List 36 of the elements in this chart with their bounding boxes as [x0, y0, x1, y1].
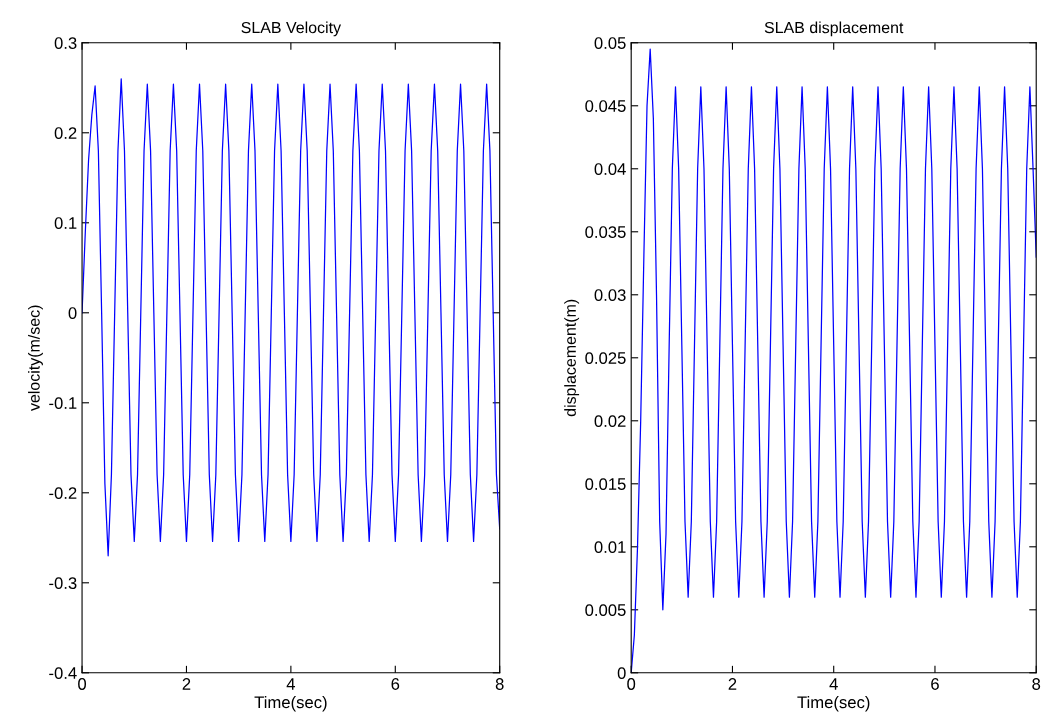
x-tick-label: 2	[728, 678, 737, 690]
y-tick-label: 0	[617, 667, 626, 679]
y-tick-label: 0.035	[585, 226, 626, 238]
y-tick-label: 0.025	[585, 352, 626, 364]
y-tick-label: 0.1	[54, 217, 77, 229]
y-tick-label: 0.02	[594, 415, 626, 427]
y-tick-label: 0.015	[585, 478, 626, 490]
y-tick-label: -0.1	[49, 397, 77, 409]
y-tick-label: 0.03	[594, 289, 626, 301]
x-tick-label: 0	[627, 678, 636, 690]
x-tick-label: 2	[182, 678, 191, 690]
x-tick-label: 4	[286, 678, 296, 690]
y-tick-label: 0.04	[594, 163, 626, 175]
y-tick-label: -0.2	[49, 487, 77, 499]
y-tick-label: 0.005	[585, 604, 626, 616]
line-series	[82, 78, 500, 557]
x-tick-label: 0	[78, 678, 87, 690]
y-tick-label: 0.05	[594, 37, 626, 49]
chart-title: SLAB Velocity	[241, 21, 342, 37]
y-tick-label: 0.2	[54, 127, 77, 139]
x-axis-title: Time(sec)	[254, 695, 327, 712]
x-tick-label: 6	[931, 678, 939, 690]
y-tick-label: -0.3	[49, 577, 77, 589]
x-tick-label: 8	[1032, 678, 1041, 690]
y-tick-label: 0.3	[54, 37, 77, 49]
chart-title: SLAB displacement	[764, 21, 904, 37]
y-axis-title: velocity(m/sec)	[28, 305, 43, 411]
y-axis-title: displacement(m)	[564, 299, 580, 417]
y-tick-label: 0	[68, 307, 77, 319]
y-tick-label: 0.01	[594, 541, 626, 553]
x-tick-label: 6	[391, 678, 400, 690]
y-tick-label: 0.045	[585, 100, 626, 112]
x-tick-label: 4	[829, 678, 838, 690]
y-tick-label: -0.4	[49, 667, 77, 679]
x-axis-title: Time(sec)	[797, 695, 870, 712]
x-tick-label: 8	[495, 678, 504, 690]
